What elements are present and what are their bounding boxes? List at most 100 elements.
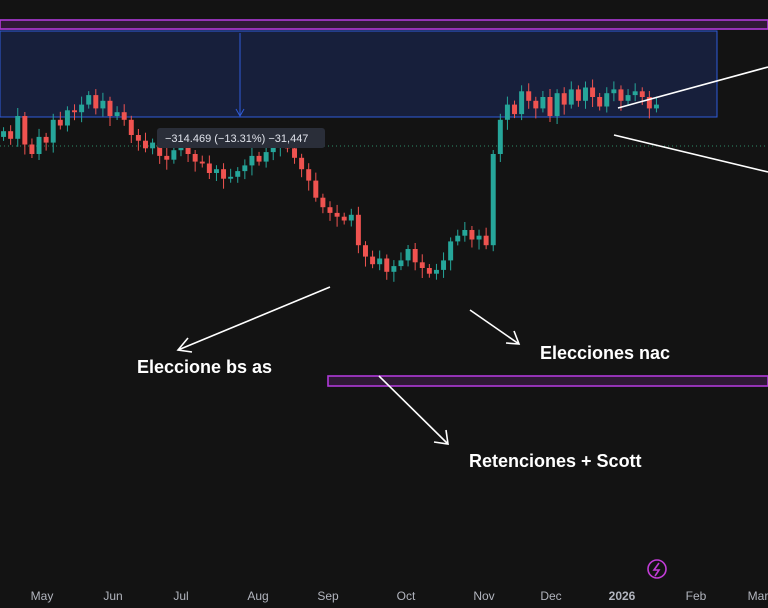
candle-body[interactable] bbox=[263, 152, 269, 162]
candle-body[interactable] bbox=[43, 136, 49, 143]
candle-body[interactable] bbox=[533, 100, 539, 109]
candle-body[interactable] bbox=[519, 91, 525, 115]
month-tick-nov: Nov bbox=[473, 589, 494, 603]
candle-body[interactable] bbox=[341, 216, 347, 221]
candle-body[interactable] bbox=[213, 169, 219, 173]
candle-body[interactable] bbox=[426, 268, 432, 274]
candle-body[interactable] bbox=[185, 146, 191, 154]
candle-body[interactable] bbox=[64, 110, 70, 126]
candle-body[interactable] bbox=[221, 169, 227, 179]
candle-body[interactable] bbox=[93, 95, 99, 109]
candle-body[interactable] bbox=[639, 91, 645, 97]
candle-body[interactable] bbox=[86, 95, 92, 105]
candle-body[interactable] bbox=[398, 260, 404, 267]
candle-body[interactable] bbox=[128, 119, 134, 135]
candle-body[interactable] bbox=[512, 104, 517, 115]
candle-body[interactable] bbox=[405, 249, 411, 261]
candle-body[interactable] bbox=[15, 116, 21, 139]
candle-body[interactable] bbox=[135, 135, 141, 141]
candle-body[interactable] bbox=[469, 230, 475, 240]
candle-body[interactable] bbox=[249, 155, 255, 166]
candle-body[interactable] bbox=[72, 110, 77, 113]
candle-body[interactable] bbox=[646, 97, 652, 109]
candle-body[interactable] bbox=[547, 97, 553, 116]
candle-body[interactable] bbox=[199, 161, 205, 164]
month-tick-2026: 2026 bbox=[609, 589, 636, 603]
candle-body[interactable] bbox=[554, 93, 560, 116]
candle-body[interactable] bbox=[270, 146, 276, 153]
candle-body[interactable] bbox=[256, 155, 262, 162]
candle-body[interactable] bbox=[526, 91, 532, 101]
candle-body[interactable] bbox=[171, 150, 177, 160]
candle-body[interactable] bbox=[121, 112, 127, 120]
candle-body[interactable] bbox=[604, 93, 610, 107]
candle-body[interactable] bbox=[57, 119, 63, 126]
candle-body[interactable] bbox=[441, 260, 447, 270]
candle-body[interactable] bbox=[150, 142, 156, 149]
candle-body[interactable] bbox=[164, 155, 170, 160]
candle-body[interactable] bbox=[561, 93, 567, 105]
candle-body[interactable] bbox=[504, 104, 510, 120]
candle-body[interactable] bbox=[306, 169, 312, 181]
candle-body[interactable] bbox=[483, 235, 489, 246]
candle-body[interactable] bbox=[597, 97, 603, 107]
top-purple-band[interactable] bbox=[0, 19, 768, 30]
candle-body[interactable] bbox=[29, 144, 35, 155]
candle-body[interactable] bbox=[462, 230, 468, 236]
candle-body[interactable] bbox=[377, 258, 383, 265]
candle-body[interactable] bbox=[192, 154, 198, 162]
bottom-purple-band[interactable] bbox=[327, 375, 768, 387]
candle-body[interactable] bbox=[299, 157, 305, 170]
candle-body[interactable] bbox=[540, 97, 546, 109]
candle-body[interactable] bbox=[22, 116, 28, 145]
candle-body[interactable] bbox=[384, 258, 390, 272]
candle-body[interactable] bbox=[107, 100, 113, 116]
candle-body[interactable] bbox=[114, 112, 120, 116]
candle-body[interactable] bbox=[363, 245, 368, 257]
candle-body[interactable] bbox=[497, 119, 503, 154]
candle-body[interactable] bbox=[320, 197, 326, 208]
candle-body[interactable] bbox=[8, 131, 14, 139]
candle-body[interactable] bbox=[391, 266, 397, 272]
candle-body[interactable] bbox=[157, 142, 163, 156]
candle-body[interactable] bbox=[412, 249, 418, 263]
candle-body[interactable] bbox=[1, 131, 7, 137]
candle-body[interactable] bbox=[618, 89, 624, 101]
lightning-icon[interactable] bbox=[647, 559, 667, 579]
candle-body[interactable] bbox=[313, 180, 319, 198]
candle-body[interactable] bbox=[228, 176, 234, 179]
candle-body[interactable] bbox=[433, 269, 439, 274]
time-axis[interactable]: May Jun Jul Aug Sep Oct Nov Dec 2026 Feb Mar bbox=[31, 589, 768, 603]
candle-body[interactable] bbox=[476, 235, 482, 240]
candle-body[interactable] bbox=[242, 165, 248, 172]
candle-body[interactable] bbox=[36, 136, 42, 154]
trend-line-upper bbox=[617, 66, 768, 109]
candle-body[interactable] bbox=[575, 89, 581, 101]
candle-body[interactable] bbox=[611, 89, 617, 94]
candle-body[interactable] bbox=[419, 262, 425, 268]
candle-body[interactable] bbox=[490, 154, 496, 246]
candle-body[interactable] bbox=[355, 214, 361, 246]
candle-body[interactable] bbox=[50, 119, 56, 143]
candle-body[interactable] bbox=[292, 148, 297, 158]
candle-body[interactable] bbox=[583, 87, 588, 101]
candle-body[interactable] bbox=[235, 171, 241, 177]
candle-body[interactable] bbox=[653, 104, 659, 109]
candle-body[interactable] bbox=[100, 100, 106, 109]
candle-body[interactable] bbox=[568, 89, 574, 105]
candle-body[interactable] bbox=[448, 241, 454, 261]
candle-body[interactable] bbox=[370, 256, 376, 265]
candle-body[interactable] bbox=[143, 140, 148, 149]
candle-body[interactable] bbox=[348, 214, 354, 221]
candle-body[interactable] bbox=[327, 207, 333, 213]
candle-body[interactable] bbox=[590, 87, 596, 98]
candle-body[interactable] bbox=[206, 163, 212, 174]
candle-body[interactable] bbox=[455, 235, 461, 242]
candle-body[interactable] bbox=[625, 95, 631, 101]
candle-body[interactable] bbox=[334, 212, 340, 217]
candle-body[interactable] bbox=[632, 91, 638, 96]
candle-body[interactable] bbox=[178, 146, 184, 151]
candle-body[interactable] bbox=[79, 104, 85, 113]
